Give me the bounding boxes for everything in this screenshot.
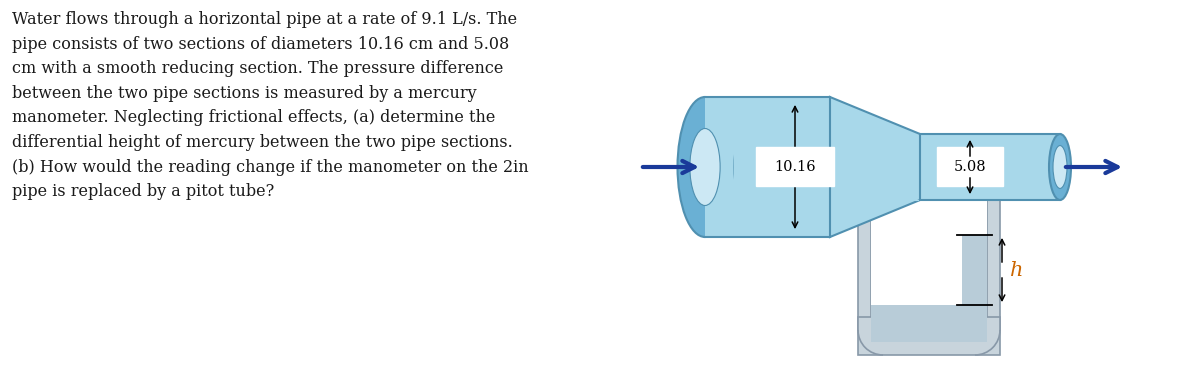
- Text: 5.08: 5.08: [954, 160, 986, 174]
- FancyBboxPatch shape: [756, 147, 834, 187]
- Bar: [858, 317, 1000, 355]
- Ellipse shape: [690, 129, 720, 205]
- Text: Water flows through a horizontal pipe at a rate of 9.1 L/s. The
pipe consists of: Water flows through a horizontal pipe at…: [12, 11, 529, 200]
- FancyBboxPatch shape: [937, 147, 1003, 187]
- Bar: [871, 317, 988, 342]
- Bar: [986, 200, 1000, 330]
- Bar: [858, 200, 871, 330]
- Ellipse shape: [678, 97, 732, 237]
- Bar: [920, 134, 1060, 200]
- Ellipse shape: [1049, 134, 1072, 200]
- Bar: [962, 200, 986, 330]
- Bar: [871, 305, 988, 342]
- Polygon shape: [830, 97, 920, 237]
- Bar: [706, 97, 830, 237]
- Bar: [706, 97, 732, 237]
- Text: 10.16: 10.16: [774, 160, 816, 174]
- Bar: [962, 235, 986, 305]
- Ellipse shape: [1054, 146, 1067, 188]
- Text: h: h: [1010, 261, 1024, 279]
- Bar: [871, 200, 988, 201]
- Bar: [871, 200, 896, 330]
